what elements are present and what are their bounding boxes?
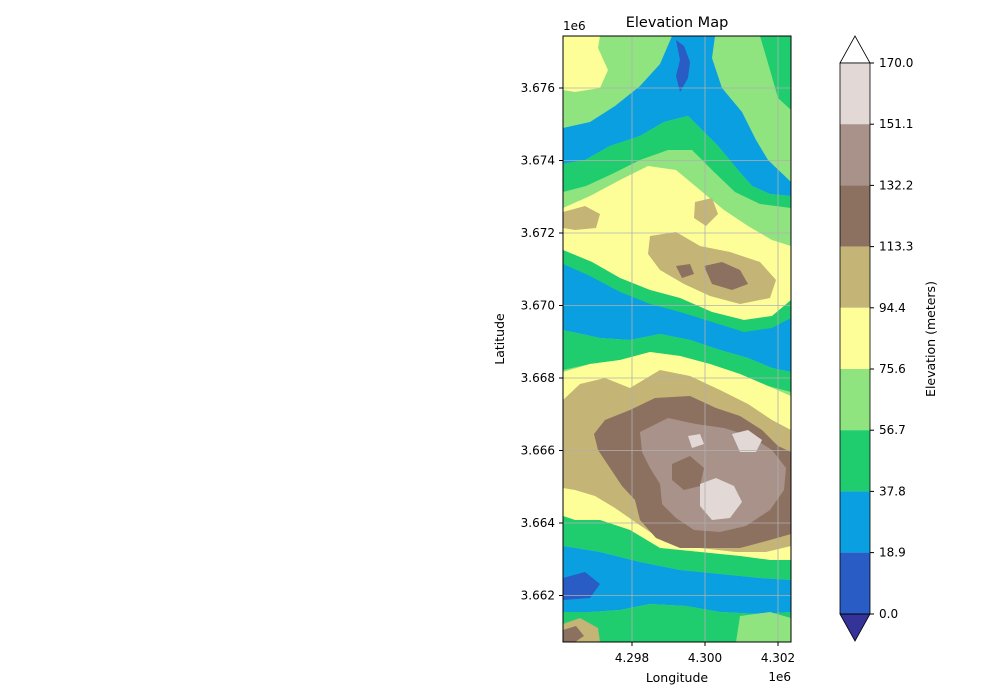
terrain-green-se bbox=[736, 612, 791, 642]
y-tick-label-3.666: 3.666 bbox=[521, 444, 555, 458]
terrain-tan-knob bbox=[694, 198, 718, 226]
colorbar-band-5 bbox=[840, 307, 870, 369]
y-tick-label-3.674: 3.674 bbox=[521, 154, 555, 168]
colorbar-band-7 bbox=[840, 185, 870, 247]
y-offset-label: 1e6 bbox=[563, 19, 586, 33]
terrain-peak-2 bbox=[732, 430, 762, 452]
terrain-river-north bbox=[563, 36, 791, 196]
colorbar-tick-94.4: 94.4 bbox=[879, 301, 906, 315]
terrain-brown-inner bbox=[672, 456, 704, 490]
terrain-river-mid bbox=[563, 264, 791, 372]
colorbar-band-3 bbox=[840, 430, 870, 492]
colorbar-tick-151.1: 151.1 bbox=[879, 117, 913, 131]
terrain-deep-south bbox=[563, 572, 600, 600]
colorbar-band-9 bbox=[840, 63, 870, 125]
y-tick-label-3.676: 3.676 bbox=[521, 81, 555, 95]
colorbar-tick-0.0: 0.0 bbox=[879, 607, 898, 621]
terrain-river-north-deep bbox=[676, 40, 690, 92]
colorbar-tick-18.9: 18.9 bbox=[879, 546, 906, 560]
y-tick-label-3.670: 3.670 bbox=[521, 299, 555, 313]
colorbar-band-6 bbox=[840, 246, 870, 308]
terrain-green-band-mid-1 bbox=[563, 250, 791, 340]
y-tick-label-3.672: 3.672 bbox=[521, 226, 555, 240]
y-axis-ticks bbox=[559, 87, 563, 596]
terrain-green-strip-north bbox=[563, 116, 791, 208]
colorbar: 170.0 151.1 132.2 113.3 94.4 75.6 56.7 3… bbox=[839, 35, 938, 642]
colorbar-tick-75.6: 75.6 bbox=[879, 362, 906, 376]
colorbar-band-1 bbox=[840, 552, 870, 614]
colorbar-tick-56.7: 56.7 bbox=[879, 423, 906, 437]
map-title: Elevation Map bbox=[626, 15, 729, 31]
terrain-peak-1 bbox=[700, 478, 742, 520]
terrain-yellow-nw bbox=[563, 36, 608, 92]
terrain-green-south-1 bbox=[563, 516, 791, 580]
map-frame bbox=[562, 35, 792, 643]
terrain-ne-lowland bbox=[760, 36, 791, 110]
terrain-brown-patch-1 bbox=[704, 262, 748, 290]
terrain-green-band-mid-2 bbox=[563, 330, 791, 392]
x-tick-label-4.302: 4.302 bbox=[761, 651, 795, 665]
y-tick-label-3.664: 3.664 bbox=[521, 516, 555, 530]
colorbar-tick-170.0: 170.0 bbox=[879, 56, 913, 70]
terrain-peak-3 bbox=[688, 434, 704, 448]
y-tick-label-3.668: 3.668 bbox=[521, 371, 555, 385]
terrain-brown-patch-2 bbox=[676, 264, 694, 278]
x-tick-label-4.300: 4.300 bbox=[688, 651, 722, 665]
x-axis-ticks bbox=[631, 642, 779, 646]
colorbar-label: Elevation (meters) bbox=[923, 281, 938, 397]
colorbar-tick-132.2: 132.2 bbox=[879, 178, 913, 192]
colorbar-band-4 bbox=[840, 369, 870, 431]
terrain-tan-west bbox=[563, 206, 600, 230]
elevation-map[interactable] bbox=[563, 36, 791, 642]
y-axis-label: Latitude bbox=[492, 313, 507, 365]
colorbar-tick-113.3: 113.3 bbox=[879, 240, 913, 254]
colorbar-band-8 bbox=[840, 124, 870, 186]
colorbar-ticks bbox=[870, 62, 874, 615]
terrain-green-south-2 bbox=[563, 604, 791, 642]
colorbar-frame bbox=[839, 62, 871, 615]
colorbar-extend-high bbox=[839, 35, 871, 64]
terrain-brown-sw bbox=[563, 626, 584, 642]
terrain-river-south bbox=[563, 546, 791, 614]
x-offset-label: 1e6 bbox=[768, 670, 791, 684]
colorbar-extend-low bbox=[839, 613, 871, 642]
colorbar-band-2 bbox=[840, 491, 870, 553]
y-tick-label-3.662: 3.662 bbox=[521, 589, 555, 603]
grid-lines bbox=[563, 36, 791, 642]
colorbar-tick-37.8: 37.8 bbox=[879, 484, 906, 498]
x-axis-label: Longitude bbox=[646, 670, 708, 685]
x-tick-label-4.298: 4.298 bbox=[615, 651, 649, 665]
